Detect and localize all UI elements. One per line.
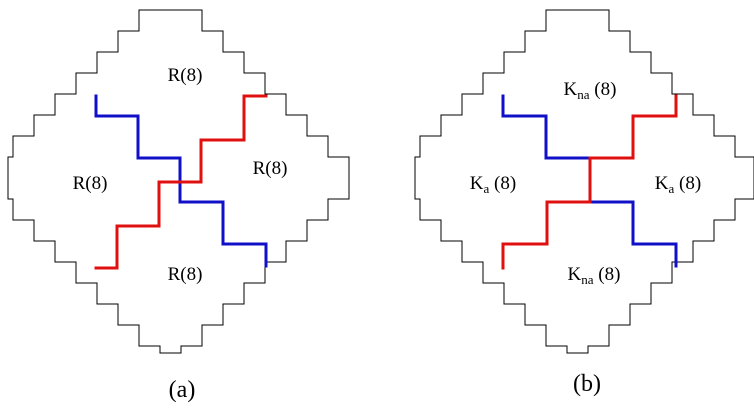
panel-a-caption: (a)	[169, 377, 196, 403]
panel-b-red-path-top	[588, 94, 678, 160]
panel-b-label-bottom: Kna (8)	[568, 264, 621, 287]
panel-b-caption: (b)	[573, 371, 601, 397]
panel-b-label-right: Ka (8)	[655, 173, 701, 196]
panel-a-label-right: R(8)	[253, 158, 288, 179]
panel-b-label-left: Ka (8)	[470, 173, 516, 196]
panel-b-red-path-bottom	[501, 200, 592, 270]
panel-a-label-bottom: R(8)	[168, 264, 203, 285]
panel-b: Kna (8) Ka (8) Ka (8) Kna (8) (b)	[414, 9, 754, 397]
panel-a-red-path	[94, 94, 268, 270]
panel-b-blue-path-top	[501, 94, 592, 160]
panel-a: R(8) R(8) R(8) R(8) (a)	[7, 9, 350, 403]
panel-a-label-top: R(8)	[168, 65, 203, 86]
panel-a-label-left: R(8)	[73, 173, 108, 194]
panel-b-blue-path-bottom	[588, 200, 678, 268]
panel-b-label-top: Kna (8)	[564, 79, 617, 102]
panel-a-blue-path	[94, 94, 268, 268]
panel-a-diamond-outline	[7, 9, 350, 354]
panel-b-diamond-outline	[414, 9, 754, 354]
